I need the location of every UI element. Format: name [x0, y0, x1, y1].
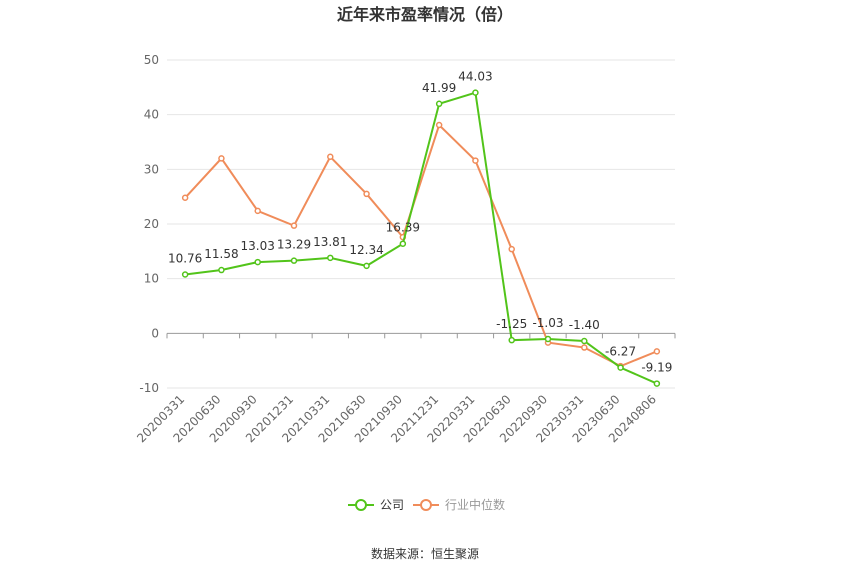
company-data-point[interactable] — [181, 271, 189, 278]
company-data-point[interactable] — [399, 240, 407, 247]
legend[interactable]: 公司 行业中位数 — [348, 497, 505, 512]
company-data-label: 10.76 — [168, 252, 202, 266]
company-data-point[interactable] — [617, 364, 624, 371]
legend-label-company: 公司 — [380, 498, 404, 512]
industry-data-point[interactable] — [327, 153, 334, 161]
industry-data-point[interactable] — [508, 245, 515, 253]
company-data-point[interactable] — [327, 254, 334, 262]
legend-label-industry: 行业中位数 — [445, 497, 505, 512]
industry-data-point[interactable] — [218, 155, 225, 162]
industry-data-point[interactable] — [435, 121, 443, 129]
y-tick-label: 40 — [144, 108, 159, 122]
company-data-point[interactable] — [581, 337, 588, 345]
industry-series-line — [184, 123, 658, 368]
company-data-label: -1.40 — [569, 318, 600, 332]
industry-data-point[interactable] — [181, 194, 189, 202]
company-data-point[interactable] — [544, 335, 552, 343]
company-data-point[interactable] — [435, 100, 443, 108]
company-data-point[interactable] — [290, 257, 298, 264]
y-axis: 50 40 30 20 10 0 -10 — [139, 53, 159, 395]
y-tick-label: -10 — [139, 381, 159, 395]
source-note: 数据来源：恒生聚源 — [371, 546, 479, 561]
company-data-label: -6.27 — [605, 345, 636, 359]
company-data-label: 41.99 — [422, 81, 456, 95]
legend-item-industry[interactable]: 行业中位数 — [413, 497, 505, 512]
company-data-label: -1.25 — [496, 317, 527, 331]
company-data-label: -1.03 — [532, 316, 563, 330]
company-data-label: 13.81 — [313, 235, 347, 249]
industry-data-point[interactable] — [581, 344, 588, 351]
y-tick-label: 30 — [144, 162, 159, 176]
company-data-point[interactable] — [653, 380, 661, 387]
y-tick-label: 20 — [144, 217, 159, 231]
company-data-label: 11.58 — [204, 247, 238, 261]
company-data-label: 44.03 — [458, 70, 492, 84]
industry-data-point[interactable] — [472, 157, 479, 164]
company-data-point[interactable] — [508, 336, 515, 344]
company-data-label: -9.19 — [641, 361, 672, 375]
series-layer — [181, 89, 661, 387]
company-data-label: 12.34 — [349, 243, 383, 257]
chart-title: 近年来市盈率情况（倍） — [337, 5, 513, 24]
y-tick-label: 0 — [151, 326, 159, 340]
grid-lines — [167, 59, 675, 389]
legend-item-company[interactable]: 公司 — [348, 498, 404, 512]
legend-marker-company — [355, 499, 367, 511]
company-data-point[interactable] — [472, 89, 479, 96]
y-tick-label: 10 — [144, 272, 159, 286]
company-data-label: 13.03 — [241, 239, 275, 253]
company-data-label: 13.29 — [277, 238, 311, 252]
x-axis: 2020033120200630202009302020123120210331… — [134, 333, 676, 445]
industry-data-point[interactable] — [254, 207, 261, 215]
y-tick-label: 50 — [144, 53, 159, 67]
industry-data-point[interactable] — [363, 190, 370, 198]
company-data-point[interactable] — [363, 262, 370, 270]
company-data-point[interactable] — [218, 266, 225, 274]
industry-data-point[interactable] — [290, 222, 298, 229]
company-data-point[interactable] — [254, 258, 261, 266]
company-data-label: 16.39 — [386, 221, 420, 235]
industry-data-point[interactable] — [653, 348, 661, 355]
company-series-line — [185, 91, 658, 385]
legend-marker-industry — [420, 499, 432, 511]
